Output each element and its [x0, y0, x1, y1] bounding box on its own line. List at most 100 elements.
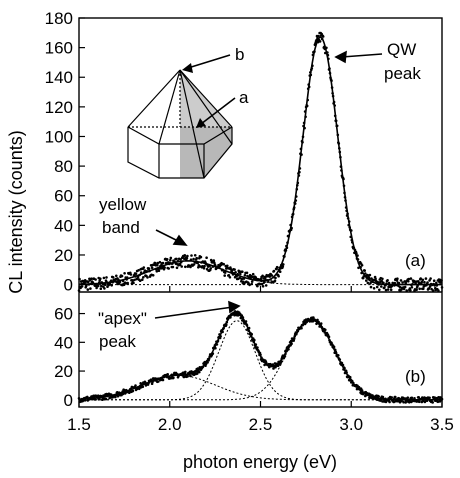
data-point: [180, 265, 183, 268]
data-point: [328, 71, 332, 75]
data-point: [320, 37, 324, 41]
data-point: [209, 267, 212, 270]
arrow-qw-head: [334, 50, 347, 64]
data-point: [351, 241, 354, 244]
data-point: [310, 67, 314, 70]
data-point: [365, 276, 369, 279]
data-point: [89, 287, 92, 290]
data-point: [428, 396, 431, 400]
data-point: [208, 264, 211, 268]
data-point: [146, 276, 149, 279]
data-point: [385, 282, 388, 285]
data-point: [421, 278, 425, 282]
annotation-apex-peak: peak: [99, 332, 136, 351]
data-point: [274, 276, 277, 280]
data-point: [290, 342, 293, 346]
data-point: [439, 281, 443, 284]
data-point: [126, 281, 129, 285]
data-points-p0: [77, 31, 444, 292]
data-point: [429, 277, 432, 280]
y-tick-label-p0-5: 100: [45, 127, 73, 146]
data-point: [157, 380, 160, 383]
data-point: [293, 202, 297, 205]
data-point: [261, 285, 265, 288]
data-point: [286, 241, 289, 244]
data-point: [167, 267, 170, 270]
data-point: [330, 79, 333, 83]
data-point: [249, 335, 253, 338]
data-point: [153, 261, 157, 265]
data-point: [334, 119, 338, 123]
data-point: [387, 281, 391, 285]
annotation-arrows: [154, 50, 383, 319]
data-point: [141, 385, 145, 389]
data-point: [435, 281, 438, 285]
data-point: [120, 274, 124, 278]
data-point: [326, 53, 330, 57]
data-point: [157, 269, 161, 273]
data-point: [307, 83, 311, 86]
data-point: [309, 73, 313, 77]
data-point: [90, 277, 93, 281]
data-point: [327, 57, 330, 61]
data-point: [331, 94, 335, 98]
data-point: [332, 100, 336, 104]
data-point: [437, 289, 440, 292]
data-point: [215, 343, 219, 346]
data-point: [183, 254, 187, 257]
data-point: [300, 153, 303, 156]
data-point: [338, 147, 341, 150]
data-point: [374, 277, 377, 281]
data-point: [240, 280, 243, 283]
data-point: [201, 365, 205, 369]
data-point: [235, 275, 238, 278]
data-point: [368, 273, 372, 277]
data-point: [240, 277, 244, 281]
data-point: [161, 261, 165, 265]
data-point: [343, 196, 347, 199]
data-point: [295, 187, 299, 191]
data-point: [94, 278, 97, 281]
data-point: [412, 279, 416, 283]
data-point: [326, 51, 329, 54]
data-point: [397, 281, 401, 285]
data-point: [156, 261, 160, 265]
data-point: [382, 281, 385, 285]
data-point: [273, 279, 277, 283]
data-point: [341, 363, 345, 367]
data-point: [330, 86, 334, 89]
data-point: [194, 370, 198, 373]
data-point: [378, 288, 381, 292]
data-point: [422, 287, 425, 291]
data-point: [121, 279, 125, 283]
data-point: [428, 285, 432, 288]
data-point: [192, 257, 195, 261]
data-point: [264, 284, 268, 287]
data-point: [423, 400, 427, 404]
data-point: [318, 40, 322, 43]
data-point: [97, 281, 101, 285]
data-point: [156, 263, 159, 267]
data-point: [245, 271, 249, 275]
data-point: [334, 351, 338, 355]
data-point: [121, 392, 125, 396]
data-point: [395, 283, 398, 287]
data-point: [340, 361, 344, 365]
data-point: [209, 258, 213, 262]
data-point: [360, 389, 364, 392]
data-point: [240, 314, 244, 317]
data-point: [296, 329, 300, 333]
data-point: [342, 177, 345, 181]
data-point: [306, 98, 310, 102]
data-point: [142, 276, 145, 279]
data-point: [80, 285, 84, 288]
data-point: [241, 316, 245, 319]
data-point: [115, 274, 118, 278]
data-point: [359, 266, 362, 269]
data-point: [401, 281, 404, 284]
data-point: [118, 280, 122, 284]
data-point: [295, 195, 298, 198]
data-point: [102, 276, 106, 280]
data-point: [393, 281, 397, 285]
data-point: [332, 345, 336, 349]
